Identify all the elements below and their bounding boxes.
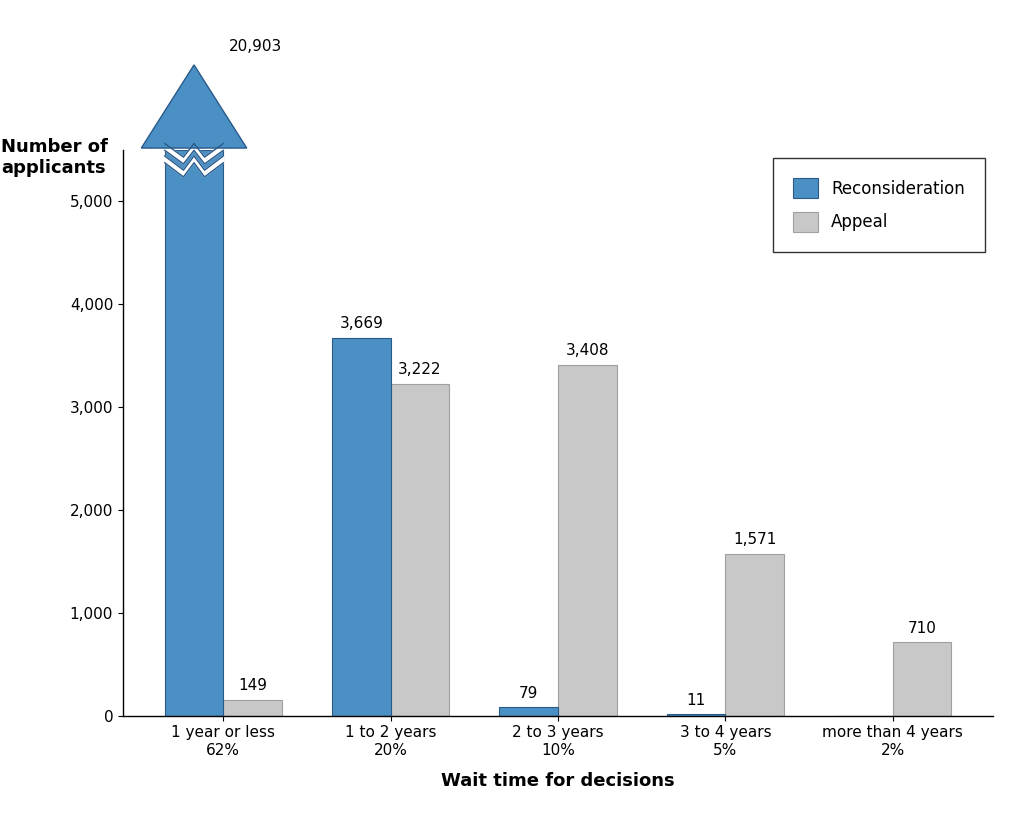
Text: 3,222: 3,222 — [398, 362, 441, 377]
Text: 3,669: 3,669 — [340, 316, 383, 331]
Bar — [332, 338, 391, 716]
Text: 79: 79 — [519, 686, 539, 701]
Text: 20,903: 20,903 — [229, 38, 283, 53]
Bar — [893, 642, 951, 716]
Polygon shape — [141, 65, 247, 148]
Text: 149: 149 — [239, 678, 267, 693]
Legend: Reconsideration, Appeal: Reconsideration, Appeal — [773, 158, 985, 252]
Text: Number of
applicants: Number of applicants — [1, 138, 108, 177]
Text: 1,571: 1,571 — [733, 532, 776, 547]
Text: 3,408: 3,408 — [565, 343, 609, 358]
Polygon shape — [165, 144, 223, 164]
Bar — [391, 384, 450, 716]
Text: 710: 710 — [907, 621, 937, 636]
Text: 11: 11 — [686, 692, 706, 707]
X-axis label: Wait time for decisions: Wait time for decisions — [441, 771, 675, 790]
Bar — [165, 150, 223, 716]
Bar — [500, 707, 558, 716]
Bar — [558, 365, 616, 716]
Polygon shape — [165, 156, 223, 177]
Bar — [223, 701, 282, 716]
Bar — [725, 554, 784, 716]
Bar — [667, 715, 725, 716]
